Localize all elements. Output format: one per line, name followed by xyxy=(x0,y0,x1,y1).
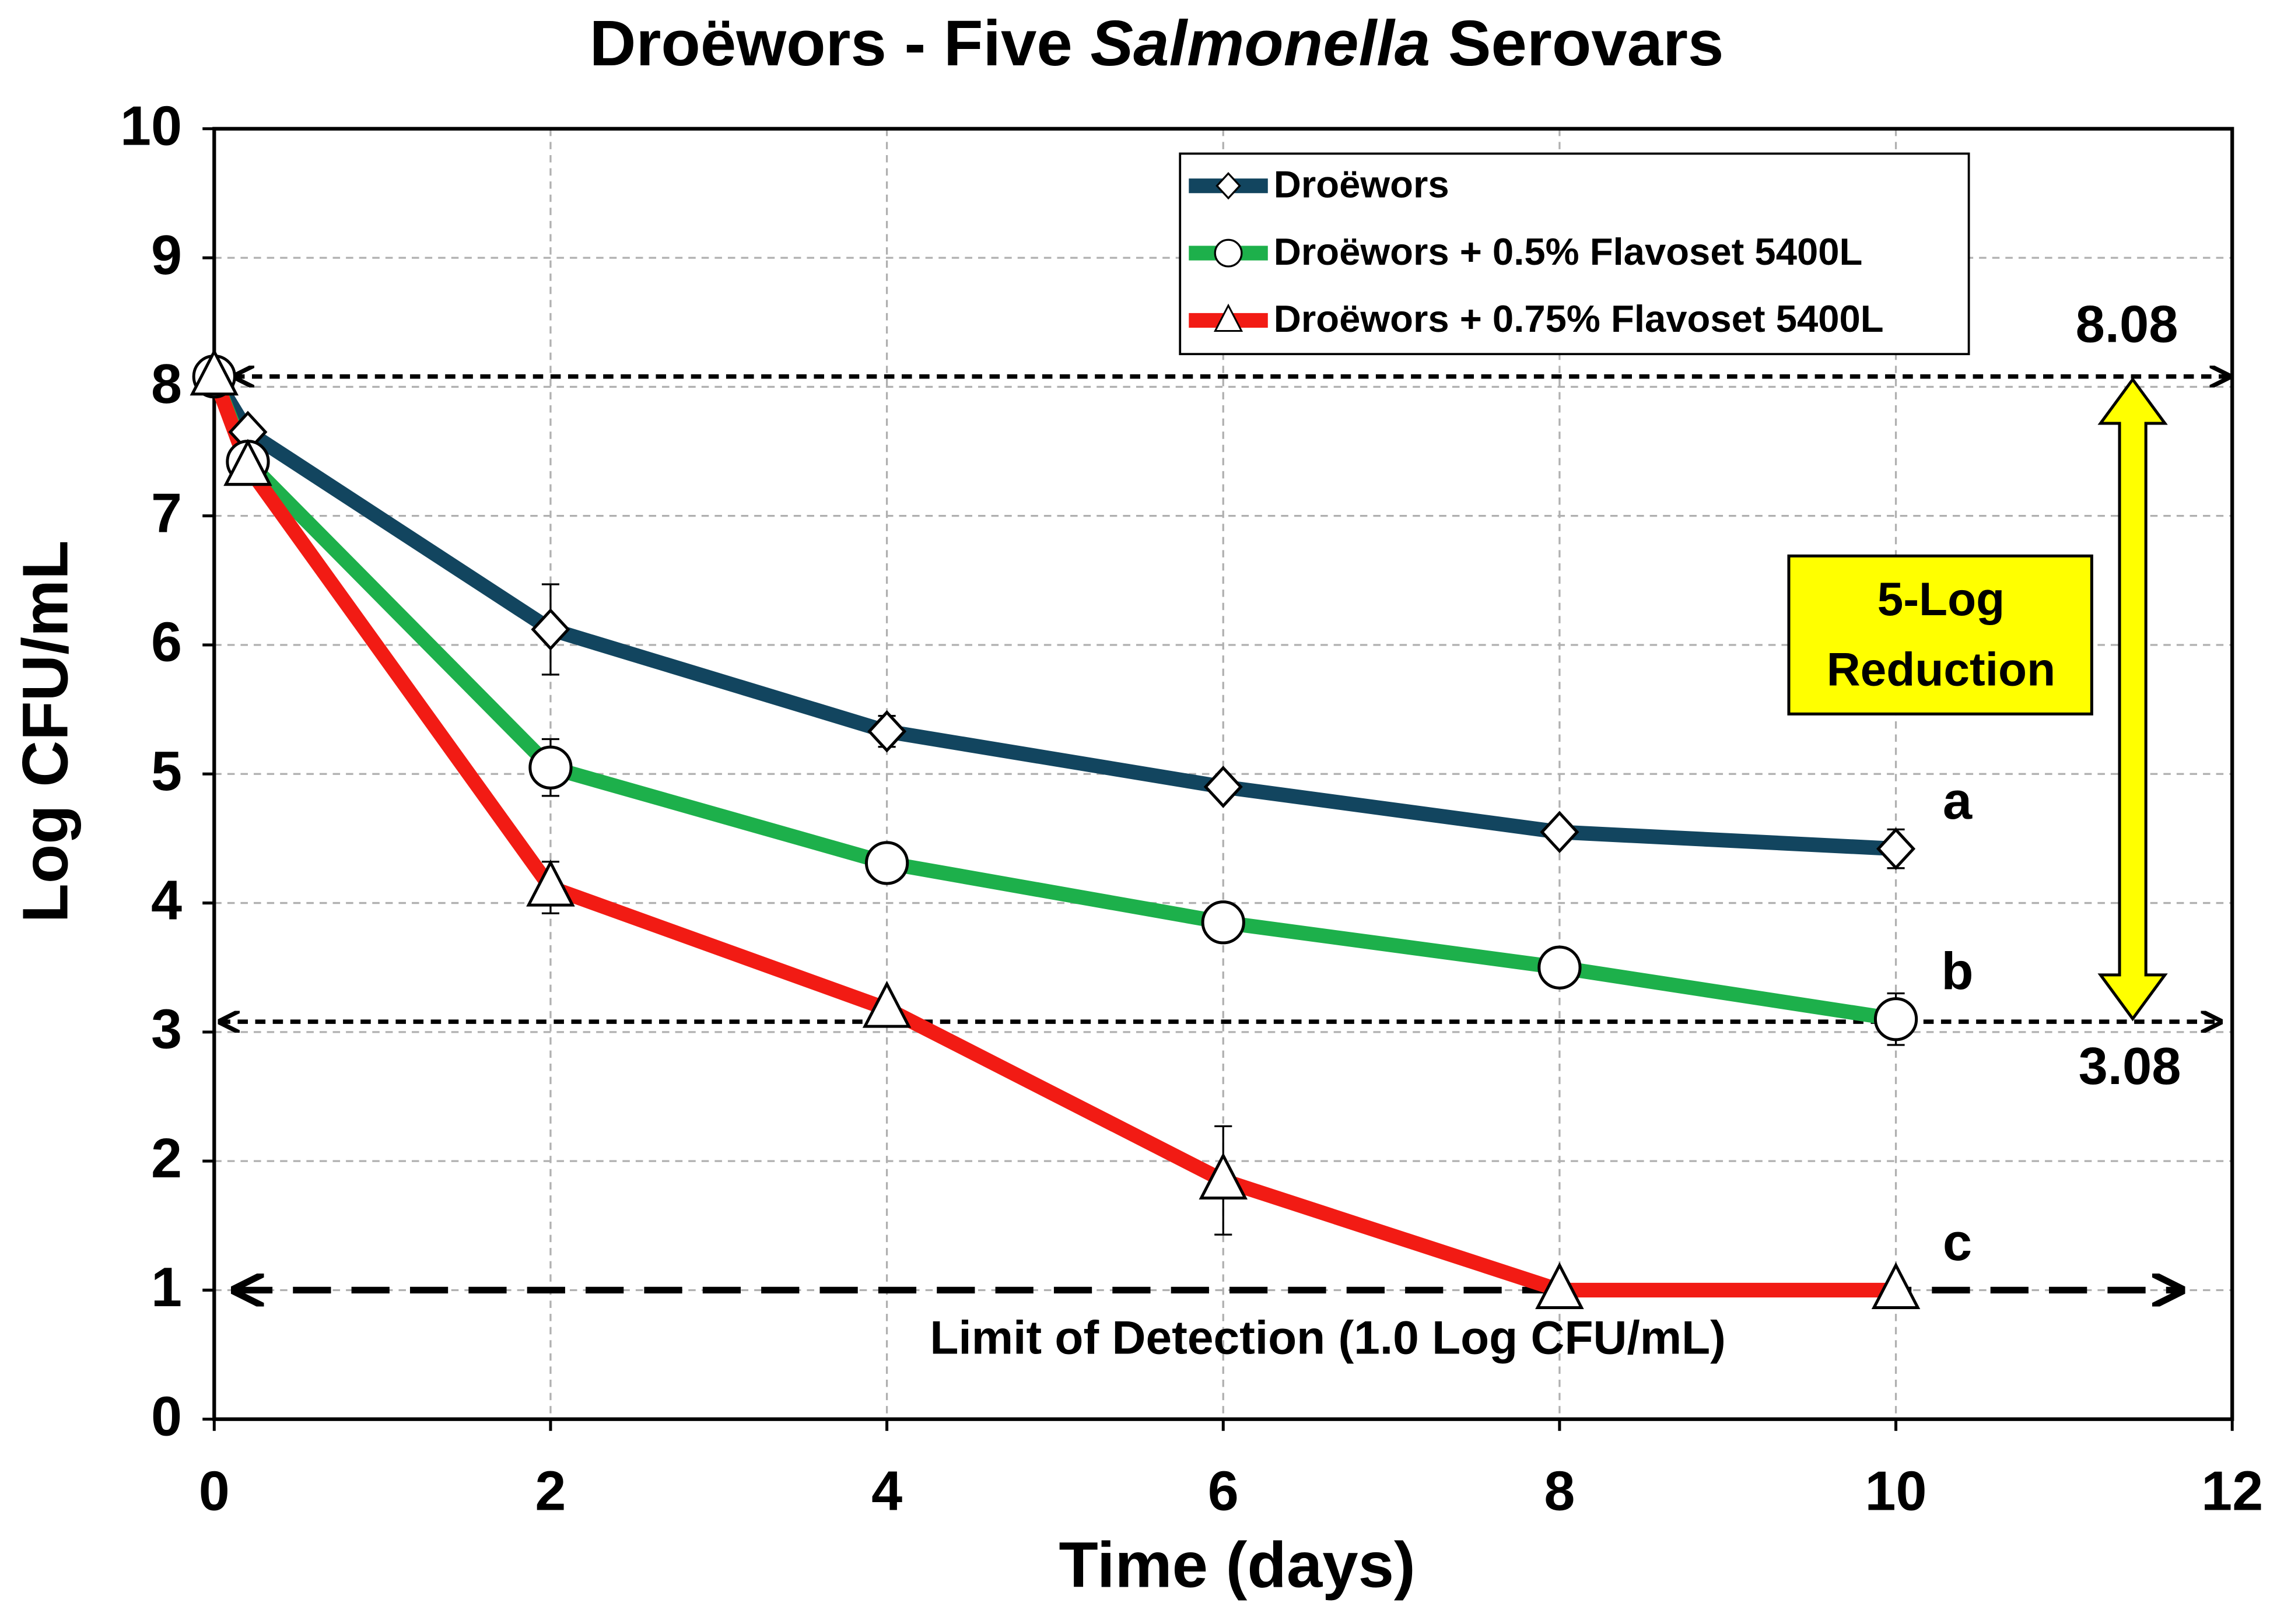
x-tick-label: 0 xyxy=(199,1460,230,1522)
legend-label: Droëwors xyxy=(1274,163,1449,205)
legend: Droëwors Droëwors + 0.5% Flavoset 5400L Dr… xyxy=(1179,152,1970,356)
reduction-arrow xyxy=(2097,377,2168,1022)
data-point xyxy=(1871,1262,1921,1310)
reduction-label: Reduction xyxy=(1827,643,2055,696)
data-point xyxy=(526,859,575,907)
data-point xyxy=(1873,997,1918,1041)
data-point xyxy=(531,608,570,651)
x-axis-label: Time (days) xyxy=(1059,1529,1415,1601)
y-tick-label: 0 xyxy=(151,1386,182,1447)
y-tick-label: 5 xyxy=(151,741,182,802)
legend-label: Droëwors + 0.75% Flavoset 5400L xyxy=(1274,297,1884,340)
data-point xyxy=(1876,827,1916,870)
y-tick-label: 7 xyxy=(151,482,182,544)
data-point xyxy=(1535,1262,1584,1310)
data-point xyxy=(1201,900,1245,945)
reduction-label: 5-Log xyxy=(1877,573,2005,626)
y-tick-label: 6 xyxy=(151,612,182,674)
x-tick-label: 8 xyxy=(1544,1460,1575,1522)
y-tick-label: 8 xyxy=(151,353,182,415)
data-point xyxy=(223,439,272,486)
x-tick-label: 6 xyxy=(1208,1460,1239,1522)
significance-letter: a xyxy=(1943,771,1973,830)
y-tick-label: 4 xyxy=(151,869,182,931)
data-point xyxy=(528,745,573,790)
significance-letter: c xyxy=(1943,1213,1972,1272)
y-tick-label: 10 xyxy=(120,95,182,157)
chart-title: Droëwors - Five Salmonella Serovars xyxy=(590,8,1724,79)
data-point xyxy=(1214,238,1243,268)
data-point xyxy=(1199,1152,1248,1199)
data-point xyxy=(1537,945,1582,990)
data-point xyxy=(864,841,909,885)
x-tick-label: 2 xyxy=(535,1460,566,1522)
data-point xyxy=(867,710,907,753)
legend-box xyxy=(1179,152,1970,356)
title-part: Salmonella xyxy=(1090,8,1430,79)
significance-letter: b xyxy=(1941,942,1973,1001)
title-part: Droëwors - Five xyxy=(590,8,1091,79)
data-point xyxy=(1213,303,1243,332)
data-point xyxy=(190,348,239,396)
reference-label: 8.08 xyxy=(2076,295,2178,354)
x-tick-label: 10 xyxy=(1865,1460,1927,1522)
y-axis-label: Log CFU/mL xyxy=(9,541,81,923)
data-point xyxy=(1540,811,1579,854)
data-point xyxy=(1203,766,1243,808)
legend-label: Droëwors + 0.5% Flavoset 5400L xyxy=(1274,230,1863,273)
x-tick-label: 4 xyxy=(871,1460,902,1522)
x-tick-label: 12 xyxy=(2201,1460,2263,1522)
data-point xyxy=(1215,172,1241,200)
limit-of-detection-label: Limit of Detection (1.0 Log CFU/mL) xyxy=(930,1311,1725,1364)
data-point xyxy=(862,980,912,1028)
y-tick-label: 1 xyxy=(151,1257,182,1318)
reduction-box xyxy=(1787,554,2093,715)
reference-label: 3.08 xyxy=(2079,1037,2181,1096)
series-line xyxy=(207,374,1897,1027)
y-tick-label: 2 xyxy=(151,1128,182,1190)
y-tick-label: 3 xyxy=(151,999,182,1061)
plot-frame xyxy=(212,127,2234,1421)
y-tick-label: 9 xyxy=(151,225,182,286)
title-part: Serovars xyxy=(1430,8,1723,79)
